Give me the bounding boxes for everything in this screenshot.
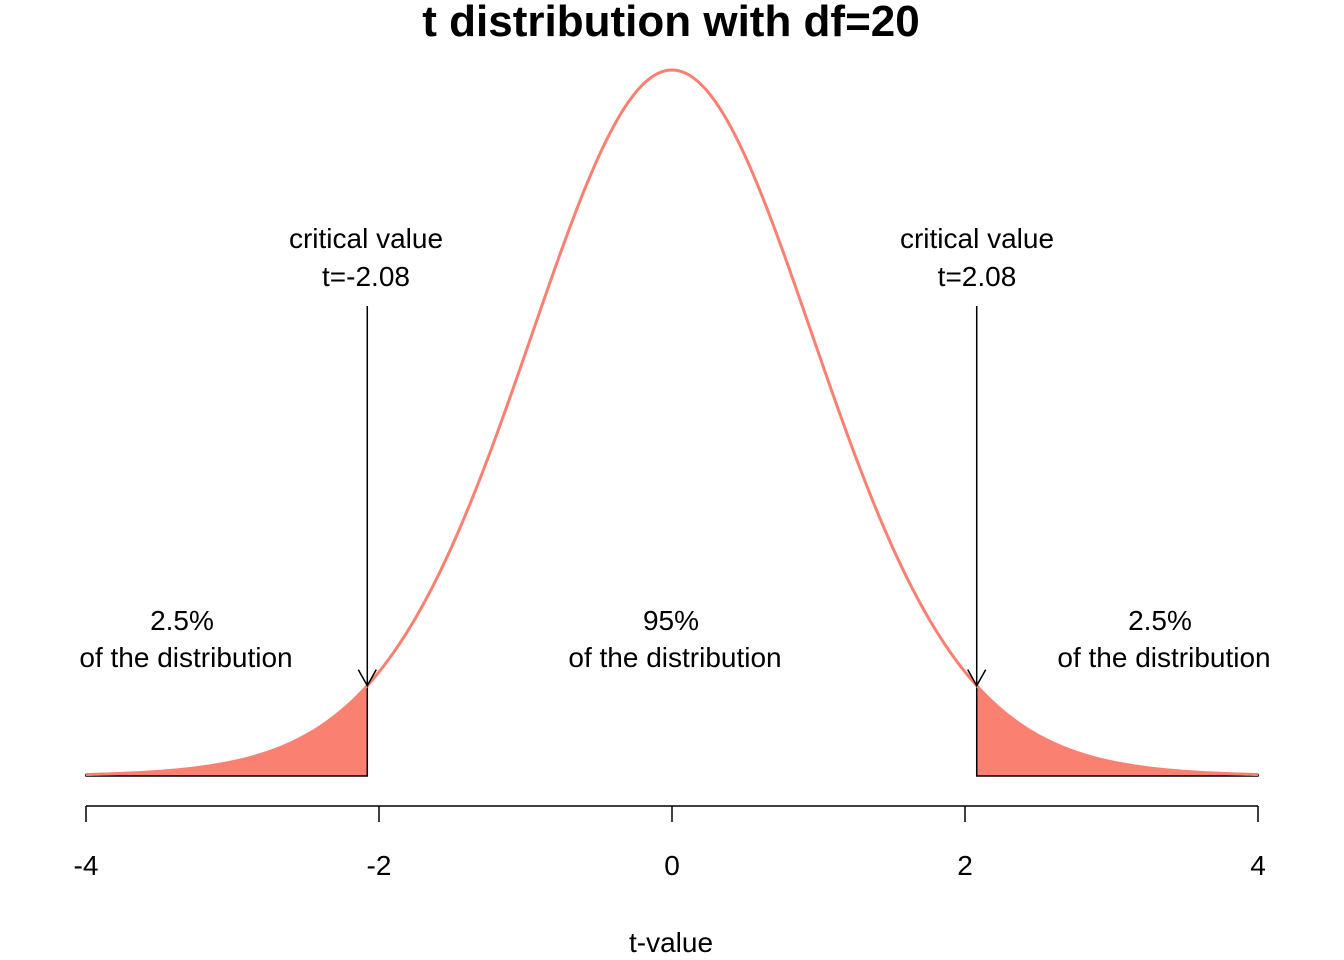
- right-tail-label-line1: 2.5%: [1128, 605, 1192, 636]
- x-tick-label: 0: [664, 850, 680, 881]
- x-axis-label: t-value: [629, 927, 713, 958]
- density-curve: [85, 68, 1259, 777]
- left-critical-arrowhead: [357, 669, 377, 688]
- right-tail-label-line2: of the distribution: [1057, 642, 1270, 673]
- x-tick-label: -2: [367, 850, 392, 881]
- right-critical-label-line2: t=2.08: [938, 261, 1017, 292]
- right-critical-label-line1: critical value: [900, 223, 1054, 254]
- chart-title: t distribution with df=20: [422, 0, 919, 46]
- x-axis: -4 -2 0 2 4: [74, 805, 1266, 881]
- left-critical-label-line2: t=-2.08: [322, 261, 410, 292]
- right-critical-arrowhead: [967, 669, 987, 688]
- left-tail-label-line1: 2.5%: [150, 605, 214, 636]
- x-tick-label: 4: [1250, 850, 1266, 881]
- center-label-line2: of the distribution: [568, 642, 781, 673]
- center-label-line1: 95%: [643, 605, 699, 636]
- x-tick-label: 2: [957, 850, 973, 881]
- left-critical-label-line1: critical value: [289, 223, 443, 254]
- left-tail-label-line2: of the distribution: [79, 642, 292, 673]
- x-tick-label: -4: [74, 850, 99, 881]
